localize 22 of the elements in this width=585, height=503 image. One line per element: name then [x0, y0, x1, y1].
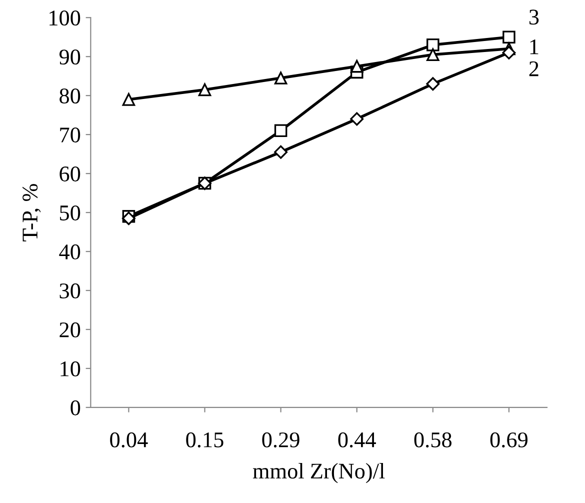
x-tick-label: 0.69	[490, 432, 528, 448]
x-axis-title: mmol Zr(No)/l	[252, 463, 385, 484]
x-tick-label: 0.04	[110, 432, 148, 448]
series-label: 1	[530, 39, 538, 54]
y-tick-label: 60	[60, 166, 80, 182]
x-tick-label: 0.29	[262, 432, 300, 448]
y-tick-label: 30	[60, 283, 80, 298]
y-tick-label: 90	[59, 50, 80, 65]
x-tick-label: 0.44	[338, 432, 376, 448]
y-tick-label: 100	[50, 10, 80, 26]
y-tick-label: 20	[60, 322, 80, 338]
y-tick-label: 10	[60, 361, 80, 376]
y-tick-label: 0	[70, 400, 80, 416]
y-tick-label: 40	[59, 244, 80, 260]
y-tick-label: 70	[60, 127, 80, 142]
series-label: 3	[529, 10, 539, 25]
y-tick-label: 50	[60, 205, 80, 220]
series-label: 2	[529, 61, 538, 76]
x-tick-label: 0.15	[186, 432, 224, 448]
y-axis-title: T-P, %	[22, 184, 41, 242]
y-tick-label: 80	[60, 88, 80, 104]
x-tick-label: 0.58	[414, 432, 452, 448]
